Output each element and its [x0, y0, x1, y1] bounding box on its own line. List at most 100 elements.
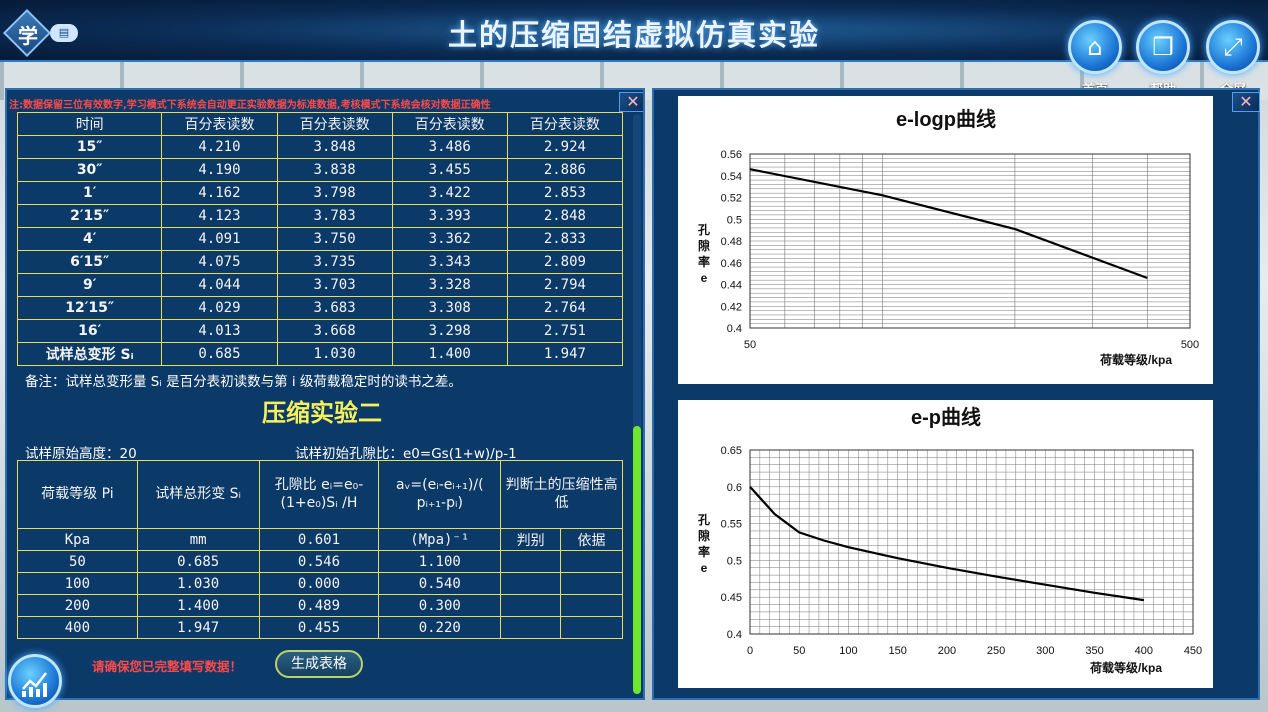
basis-cell[interactable] — [560, 550, 623, 573]
reading-time-cell: 2′15″ — [16, 204, 163, 228]
reading-value-cell[interactable]: 0.685 — [161, 342, 278, 366]
reading-value-cell[interactable]: 4.123 — [161, 204, 278, 228]
reading-value-cell[interactable]: 4.190 — [161, 158, 278, 182]
x-tick-label: 50 — [793, 645, 805, 657]
reading-value-cell[interactable]: 2.833 — [506, 227, 624, 251]
reading-value-cell[interactable]: 4.044 — [161, 273, 278, 297]
reading-value-cell[interactable]: 1.030 — [276, 342, 393, 366]
close-data-panel-button[interactable]: ✕ — [619, 92, 643, 112]
book-icon[interactable]: ▤ — [50, 24, 78, 42]
reading-value-cell[interactable]: 4.029 — [161, 296, 278, 320]
reading-value-cell[interactable]: 3.422 — [391, 181, 508, 205]
reading-value-cell[interactable]: 3.328 — [391, 273, 508, 297]
deform-cell[interactable]: 1.947 — [136, 616, 260, 639]
reading-value-cell[interactable]: 3.393 — [391, 204, 508, 228]
reading-value-cell[interactable]: 1.400 — [391, 342, 508, 366]
reading-value-cell[interactable]: 2.794 — [506, 273, 624, 297]
reading-value-cell[interactable]: 3.343 — [391, 250, 508, 274]
reading-value-cell[interactable]: 2.751 — [506, 319, 624, 343]
reading-value-cell[interactable]: 4.210 — [161, 135, 278, 159]
y-tick-label: 0.48 — [721, 236, 742, 248]
judge-cell[interactable] — [500, 550, 562, 573]
reading-row: 15″ 4.210 3.848 3.486 2.924 — [16, 135, 624, 159]
unit-judge: 判别 — [500, 528, 562, 551]
compression-table: 荷载等级 Pi 试样总形变 Sᵢ 孔隙比 eᵢ=e₀-(1+e₀)Sᵢ /H a… — [17, 460, 623, 639]
reading-value-cell[interactable]: 3.783 — [276, 204, 393, 228]
reading-value-cell[interactable]: 4.162 — [161, 181, 278, 205]
judge-cell[interactable] — [500, 572, 562, 595]
reading-value-cell[interactable]: 3.838 — [276, 158, 393, 182]
y-tick-label: 0.6 — [727, 482, 742, 494]
judge-cell[interactable] — [500, 594, 562, 617]
reading-value-cell[interactable]: 3.848 — [276, 135, 393, 159]
av-cell[interactable]: 0.220 — [378, 616, 502, 639]
reading-value-cell[interactable]: 3.486 — [391, 135, 508, 159]
void-ratio-cell[interactable]: 0.546 — [258, 550, 380, 573]
x-tick-label: 0 — [747, 645, 753, 657]
header-reading-4: 百分表读数 — [506, 112, 624, 136]
x-tick-label: 50 — [744, 339, 756, 351]
reading-value-cell[interactable]: 3.683 — [276, 296, 393, 320]
help-button[interactable]: ❒ 帮助 — [1136, 20, 1190, 98]
fullscreen-button[interactable]: ⤢ 全屏 — [1206, 20, 1260, 98]
header-reading-1: 百分表读数 — [161, 112, 278, 136]
fullscreen-icon: ⤢ — [1223, 33, 1243, 61]
generate-table-button[interactable]: 生成表格 — [275, 650, 363, 678]
reading-value-cell[interactable]: 1.947 — [506, 342, 624, 366]
reading-value-cell[interactable]: 3.298 — [391, 319, 508, 343]
basis-cell[interactable] — [560, 616, 623, 639]
close-chart-panel-button[interactable]: ✕ — [1232, 92, 1260, 112]
reading-value-cell[interactable]: 3.362 — [391, 227, 508, 251]
av-cell[interactable]: 0.540 — [378, 572, 502, 595]
reading-value-cell[interactable]: 3.455 — [391, 158, 508, 182]
panel-scrollbar[interactable] — [633, 114, 641, 694]
reading-value-cell[interactable]: 3.668 — [276, 319, 393, 343]
judge-cell[interactable] — [500, 616, 562, 639]
reading-value-cell[interactable]: 4.075 — [161, 250, 278, 274]
av-cell[interactable]: 0.300 — [378, 594, 502, 617]
reading-time-cell: 16′ — [16, 319, 163, 343]
void-ratio-cell[interactable]: 0.000 — [258, 572, 380, 595]
av-cell[interactable]: 1.100 — [378, 550, 502, 573]
reading-value-cell[interactable]: 2.809 — [506, 250, 624, 274]
y-tick-label: 0.52 — [721, 193, 742, 205]
basis-cell[interactable] — [560, 572, 623, 595]
mode-badge[interactable]: 学 ▤ — [2, 8, 78, 58]
void-ratio-cell[interactable]: 0.489 — [258, 594, 380, 617]
deform-cell[interactable]: 0.685 — [136, 550, 260, 573]
reading-value-cell[interactable]: 3.308 — [391, 296, 508, 320]
warning-text: 请确保您已完整填写数据！ — [92, 659, 243, 674]
compression-row: 200 1.400 0.489 0.300 — [17, 594, 623, 617]
unit-av: (Mpa)⁻¹ — [378, 528, 502, 551]
void-ratio-cell[interactable]: 0.455 — [258, 616, 380, 639]
chart-toggle-button[interactable] — [8, 654, 62, 708]
reading-value-cell[interactable]: 2.924 — [506, 135, 624, 159]
header-judge: 判断土的压缩性高低 — [500, 460, 623, 529]
reading-value-cell[interactable]: 2.853 — [506, 181, 624, 205]
basis-cell[interactable] — [560, 594, 623, 617]
reading-value-cell[interactable]: 2.764 — [506, 296, 624, 320]
scrollbar-thumb[interactable] — [633, 426, 641, 694]
bar-chart-icon — [22, 672, 47, 697]
reading-value-cell[interactable]: 4.091 — [161, 227, 278, 251]
home-button[interactable]: ⌂ 首页 — [1068, 20, 1122, 98]
unit-void[interactable]: 0.601 — [258, 528, 380, 551]
x-axis-label: 荷载等级/kpa — [1099, 352, 1172, 367]
reading-value-cell[interactable]: 3.703 — [276, 273, 393, 297]
reading-row: 试样总变形 Sᵢ 0.685 1.030 1.400 1.947 — [16, 342, 624, 366]
deform-cell[interactable]: 1.030 — [136, 572, 260, 595]
reading-value-cell[interactable]: 2.848 — [506, 204, 624, 228]
reading-value-cell[interactable]: 3.735 — [276, 250, 393, 274]
deform-cell[interactable]: 1.400 — [136, 594, 260, 617]
y-tick-label: 0.56 — [721, 149, 742, 161]
reading-row: 1′ 4.162 3.798 3.422 2.853 — [16, 181, 624, 205]
chart-title: e-logp曲线 — [896, 107, 996, 131]
y-axis-label-char: 率 — [698, 544, 710, 559]
reading-value-cell[interactable]: 2.886 — [506, 158, 624, 182]
reading-value-cell[interactable]: 3.798 — [276, 181, 393, 205]
header-load: 荷载等级 Pi — [17, 460, 138, 529]
header-deform: 试样总形变 Sᵢ — [136, 460, 260, 529]
reading-value-cell[interactable]: 4.013 — [161, 319, 278, 343]
plot-frame — [749, 449, 1194, 635]
reading-value-cell[interactable]: 3.750 — [276, 227, 393, 251]
